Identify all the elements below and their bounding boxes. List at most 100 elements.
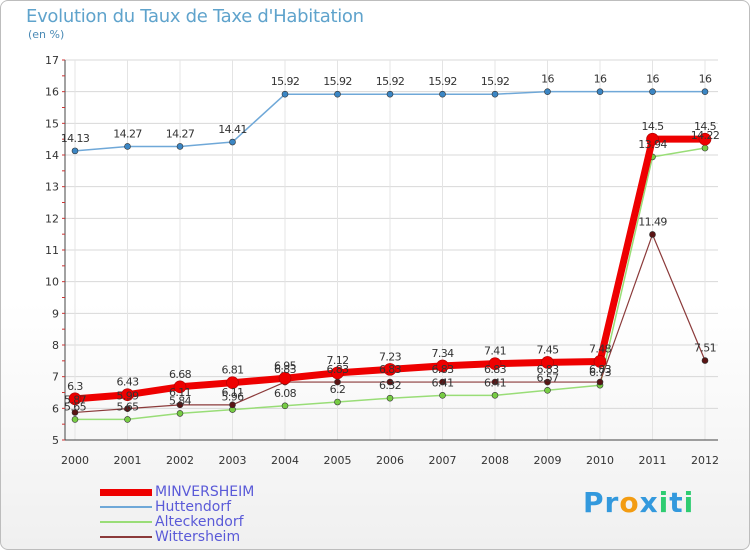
data-label: 6.57	[536, 371, 559, 384]
x-tick-label: 2002	[166, 454, 194, 467]
x-tick-label: 2000	[61, 454, 89, 467]
data-label: 6.83	[379, 363, 402, 376]
data-point	[596, 88, 604, 95]
data-point	[124, 416, 131, 423]
data-label: 6.41	[431, 376, 453, 389]
legend-item-alteckendorf[interactable]: Alteckendorf	[100, 514, 360, 530]
data-point	[544, 88, 551, 95]
legend-label: Alteckendorf	[155, 514, 244, 530]
x-tick-label: 2004	[271, 454, 299, 467]
data-point	[436, 359, 449, 373]
legend-item-minversheim[interactable]: MINVERSHEIM	[100, 484, 360, 500]
data-label: 7.34	[431, 347, 454, 360]
data-label: 6.83	[484, 363, 507, 376]
logo-letter: t	[669, 486, 684, 519]
data-label: 15.92	[376, 75, 405, 88]
data-label: 14.41	[218, 123, 247, 136]
data-label: 5.65	[64, 400, 87, 413]
data-label: 13.94	[638, 138, 667, 151]
y-tick-label: 6	[52, 402, 59, 415]
y-tick-label: 12	[45, 212, 59, 225]
data-point	[386, 90, 394, 98]
data-point	[386, 394, 394, 402]
data-label: 6.95	[274, 359, 297, 372]
x-tick-label: 2008	[481, 454, 509, 467]
data-label: 7.12	[326, 354, 348, 367]
data-point	[439, 392, 446, 399]
data-label: 15.92	[481, 75, 510, 88]
data-label: 7.23	[379, 350, 402, 363]
data-point	[488, 357, 502, 370]
legend-item-wittersheim[interactable]: Wittersheim	[100, 529, 360, 545]
chart-title: Evolution du Taux de Taxe d'Habitation	[26, 6, 364, 27]
data-point	[439, 378, 446, 386]
data-label: 16	[699, 73, 712, 86]
data-label: 6.83	[431, 363, 454, 376]
data-point	[701, 88, 709, 95]
x-tick-label: 2001	[114, 454, 142, 467]
data-label: 14.22	[691, 129, 720, 142]
data-label: 6.11	[221, 386, 243, 399]
data-point	[176, 143, 184, 150]
data-point	[649, 231, 656, 238]
data-point	[439, 90, 446, 98]
logo-letter: P	[583, 486, 605, 519]
data-point	[226, 376, 239, 389]
data-point	[173, 380, 187, 394]
x-tick-label: 2012	[691, 454, 719, 467]
data-point	[124, 143, 131, 150]
data-label: 7.41	[484, 345, 506, 358]
data-label: 14.27	[166, 127, 195, 140]
data-point	[596, 378, 604, 386]
data-point	[386, 378, 394, 386]
data-label: 15.92	[428, 75, 457, 88]
data-point	[593, 355, 607, 368]
data-label: 5.84	[169, 394, 192, 407]
chart-subtitle: (en %)	[28, 28, 65, 41]
y-tick-label: 8	[52, 339, 59, 352]
x-tick-label: 2011	[639, 454, 667, 467]
legend-label: Huttendorf	[155, 499, 232, 515]
data-label: 7.51	[694, 342, 716, 355]
data-point	[278, 371, 292, 385]
data-label: 14.5	[641, 120, 664, 133]
proxiti-logo: Proxiti	[583, 486, 694, 519]
data-point	[383, 363, 397, 376]
data-point	[121, 388, 134, 402]
data-label: 16	[594, 73, 607, 86]
y-tick-label: 9	[52, 307, 59, 320]
y-tick-label: 7	[52, 371, 59, 384]
data-point	[71, 416, 79, 423]
x-tick-label: 2007	[429, 454, 457, 467]
data-point	[698, 132, 712, 146]
data-point	[281, 402, 289, 410]
legend-label: Wittersheim	[155, 529, 241, 545]
data-point	[544, 386, 551, 394]
x-tick-label: 2009	[534, 454, 562, 467]
data-point	[281, 90, 289, 98]
data-label: 15.92	[271, 75, 300, 88]
data-point	[491, 90, 499, 98]
y-tick-label: 14	[45, 149, 59, 162]
logo-letter: x	[639, 486, 659, 519]
data-label: 7.45	[536, 343, 559, 356]
data-label: 6.83	[536, 363, 559, 376]
data-label: 6.73	[589, 366, 612, 379]
logo-letter: o	[619, 486, 640, 519]
data-point	[334, 90, 341, 98]
data-point	[124, 405, 131, 412]
data-point	[176, 410, 184, 417]
data-label: 7.48	[589, 342, 612, 355]
data-label: 6.43	[116, 376, 139, 389]
data-label: 6.83	[326, 363, 349, 376]
y-tick-label: 13	[45, 181, 59, 194]
logo-letter: i	[683, 486, 695, 519]
legend-item-huttendorf[interactable]: Huttendorf	[100, 499, 360, 515]
legend-swatch	[100, 506, 152, 508]
data-label: 15.92	[323, 75, 352, 88]
data-point	[176, 401, 184, 409]
data-label: 14.13	[61, 132, 90, 145]
data-label: 5.96	[221, 391, 244, 404]
legend-swatch	[100, 489, 152, 496]
data-point	[229, 138, 236, 146]
